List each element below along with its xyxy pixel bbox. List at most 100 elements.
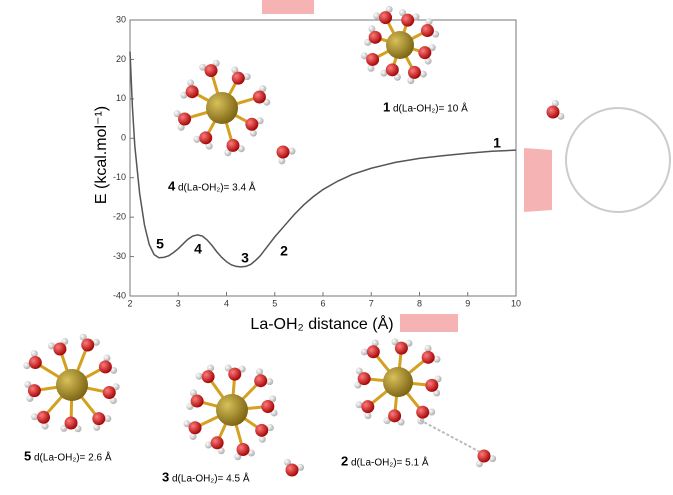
structure-caption: d(La-OH₂)= 10 Å	[393, 102, 468, 115]
structure-caption: d(La-OH₂)= 4.5 Å	[172, 472, 250, 485]
o-atom	[37, 411, 50, 424]
structure-caption: d(La-OH₂)= 5.1 Å	[351, 456, 429, 469]
y-axis-label: E (kcal.mol⁻¹)	[93, 106, 110, 204]
point-label: 4	[194, 241, 202, 257]
o-atom	[65, 416, 78, 429]
h-atom	[364, 412, 371, 419]
y-tick-label: 10	[116, 93, 126, 103]
structure-number: 3	[162, 469, 169, 484]
la-atom	[383, 367, 413, 397]
o-atom	[386, 63, 399, 76]
structure-caption: d(La-OH₂)= 3.4 Å	[178, 181, 256, 194]
structure-number: 1	[383, 99, 390, 114]
o-atom	[425, 379, 438, 392]
plot-frame	[130, 20, 516, 296]
o-atom	[388, 409, 401, 422]
y-tick-label: -30	[113, 251, 126, 261]
o-atom	[255, 424, 268, 437]
h-atom	[31, 413, 38, 420]
o-atom	[199, 131, 212, 144]
o-atom	[361, 400, 374, 413]
o-atom	[81, 338, 94, 351]
o-atom	[245, 118, 258, 131]
la-atom	[206, 92, 238, 124]
x-tick-label: 8	[417, 298, 422, 308]
y-tick-label: 0	[121, 133, 126, 143]
structure-number: 4	[168, 178, 176, 193]
molecule	[183, 364, 277, 460]
o-atom	[422, 351, 435, 364]
o-atom	[103, 386, 116, 399]
o-atom	[395, 342, 408, 355]
h-atom	[266, 378, 273, 385]
h-atom	[259, 436, 266, 443]
o-atom	[92, 412, 105, 425]
o-atom	[547, 106, 560, 119]
molecule	[354, 338, 441, 425]
o-atom	[369, 31, 382, 44]
o-atom	[53, 342, 66, 355]
o-atom	[226, 139, 239, 152]
h-atom	[425, 345, 432, 352]
o-atom	[416, 406, 429, 419]
structure-caption: d(La-OH₂)= 2.6 Å	[34, 451, 112, 464]
o-atom	[253, 91, 266, 104]
o-atom	[237, 443, 250, 456]
h-atom	[256, 368, 263, 375]
figure: E (kcal.mol⁻¹) La-OH₂ distance (Å) 30201…	[0, 0, 673, 495]
o-atom	[366, 53, 379, 66]
o-atom	[28, 384, 41, 397]
point-label: 3	[241, 250, 249, 266]
y-tick-label: -40	[113, 290, 126, 300]
x-tick-label: 5	[272, 298, 277, 308]
la-atom	[386, 31, 414, 59]
molecule	[23, 334, 119, 433]
x-tick-label: 3	[176, 298, 181, 308]
decoration	[566, 108, 670, 212]
structure-number: 5	[24, 448, 31, 463]
o-atom	[211, 436, 224, 449]
y-tick-label: 30	[116, 14, 126, 24]
o-atom	[358, 372, 371, 385]
o-atom	[261, 400, 274, 413]
o-atom	[186, 85, 199, 98]
x-tick-label: 4	[224, 298, 229, 308]
h-atom	[361, 348, 368, 355]
x-tick-label: 10	[511, 298, 521, 308]
o-atom	[408, 66, 421, 79]
o-atom	[277, 146, 290, 159]
h-atom	[31, 350, 38, 357]
molecule	[361, 6, 439, 84]
y-tick-label: 20	[116, 54, 126, 64]
point-label: 5	[156, 236, 164, 252]
y-tick-label: -20	[113, 212, 126, 222]
h-atom	[104, 415, 111, 422]
x-tick-label: 6	[320, 298, 325, 308]
h-atom	[278, 157, 285, 164]
o-atom	[286, 464, 299, 477]
o-atom	[421, 24, 434, 37]
x-axis-label: La-OH₂ distance (Å)	[250, 314, 393, 333]
x-tick-label: 2	[127, 298, 132, 308]
o-atom	[379, 11, 392, 24]
o-atom	[189, 421, 202, 434]
o-atom	[232, 72, 245, 85]
decoration	[400, 314, 458, 332]
o-atom	[478, 450, 491, 463]
h-atom	[288, 148, 295, 155]
o-atom	[178, 112, 191, 125]
o-atom	[254, 374, 267, 387]
y-tick-label: -10	[113, 172, 126, 182]
o-atom	[202, 370, 215, 383]
structure-number: 2	[341, 453, 348, 468]
o-atom	[29, 356, 42, 369]
decoration	[524, 148, 552, 212]
h-atom	[428, 409, 435, 416]
o-atom	[401, 14, 414, 27]
la-atom	[56, 369, 88, 401]
hbond	[420, 420, 480, 452]
o-atom	[191, 395, 204, 408]
x-tick-label: 7	[369, 298, 374, 308]
h-atom	[196, 373, 203, 380]
molecule	[174, 60, 271, 157]
